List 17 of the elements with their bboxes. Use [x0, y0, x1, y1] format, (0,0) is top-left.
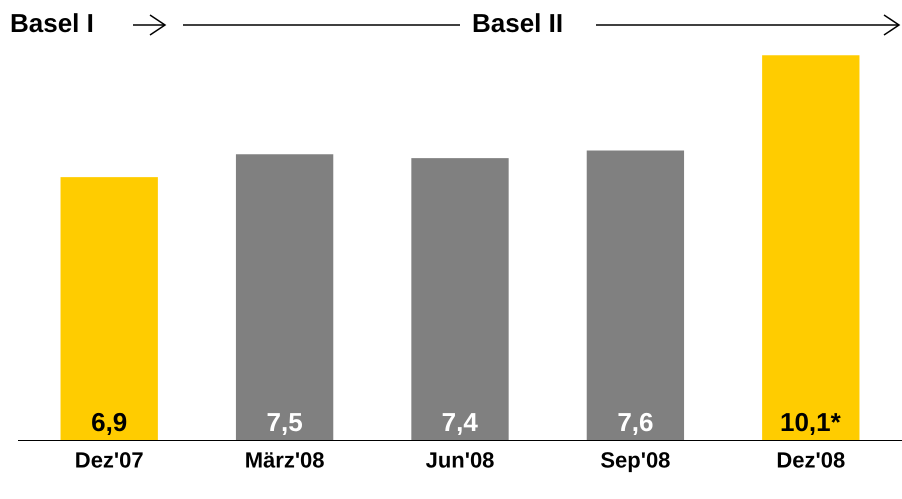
- data-label: 7,6: [617, 407, 654, 437]
- x-tick-label: März'08: [244, 447, 325, 472]
- bar: [586, 150, 684, 440]
- x-tick-label: Dez'07: [74, 447, 144, 472]
- x-tick-label: Jun'08: [426, 447, 494, 472]
- data-label: 7,4: [442, 407, 478, 437]
- data-label: 7,5: [266, 407, 303, 437]
- data-label: 6,9: [91, 407, 128, 437]
- bar: [60, 177, 158, 440]
- bar: [236, 154, 334, 440]
- x-tick-label: Sep'08: [600, 447, 670, 472]
- x-tick-label: Dez'08: [776, 447, 846, 472]
- data-label: 10,1*: [780, 407, 842, 437]
- bar: [762, 55, 860, 440]
- text: Basel I: [10, 8, 94, 39]
- bar: [411, 158, 509, 440]
- text: Basel II: [472, 8, 564, 39]
